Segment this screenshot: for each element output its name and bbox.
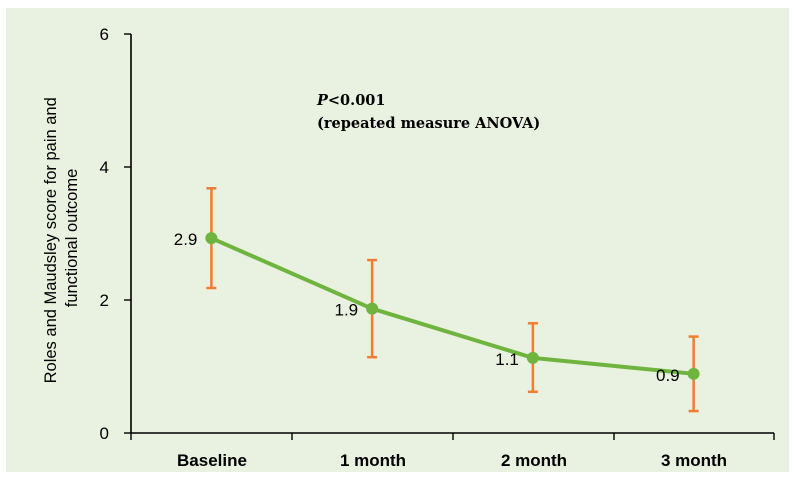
data-point bbox=[687, 367, 700, 380]
data-label: 1.9 bbox=[334, 301, 358, 320]
line-chart: 0 2 4 6 Baseline 1 month 2 month 3 month… bbox=[42, 25, 775, 470]
x-tick-label: 1 month bbox=[340, 451, 406, 470]
data-point bbox=[205, 232, 218, 245]
test-method-text: (repeated measure ANOVA) bbox=[317, 115, 540, 132]
y-tick-label: 6 bbox=[100, 25, 109, 44]
p-value-text: P<0.001 bbox=[316, 92, 385, 109]
data-point bbox=[526, 351, 539, 364]
y-tick-label: 4 bbox=[100, 158, 109, 177]
x-tick-label: Baseline bbox=[177, 451, 247, 470]
data-label: 2.9 bbox=[174, 230, 198, 249]
y-axis-label-line-1: Roles and Maudsley score for pain and bbox=[42, 97, 60, 383]
p-value: <0.001 bbox=[328, 92, 386, 109]
plot-layer: 2.9 1.9 1.1 0.9 bbox=[174, 187, 700, 413]
y-axis-label: Roles and Maudsley score for pain and fu… bbox=[42, 93, 81, 384]
significance-annotation: P<0.001 (repeated measure ANOVA) bbox=[316, 92, 540, 132]
data-label: 0.9 bbox=[656, 366, 680, 385]
y-tick-label: 0 bbox=[100, 424, 109, 443]
x-tick-label: 2 month bbox=[501, 451, 567, 470]
p-letter: P bbox=[316, 92, 329, 109]
data-point bbox=[366, 302, 379, 315]
series-line bbox=[209, 236, 696, 376]
x-ticks: Baseline 1 month 2 month 3 month bbox=[130, 433, 775, 470]
y-ticks: 0 2 4 6 bbox=[100, 25, 131, 443]
y-tick-label: 2 bbox=[100, 291, 109, 310]
x-tick-label: 3 month bbox=[661, 451, 727, 470]
data-label: 1.1 bbox=[495, 350, 519, 369]
y-axis-label-line-2: functional outcome bbox=[63, 169, 81, 308]
chart-panel: 0 2 4 6 Baseline 1 month 2 month 3 month… bbox=[6, 8, 789, 472]
